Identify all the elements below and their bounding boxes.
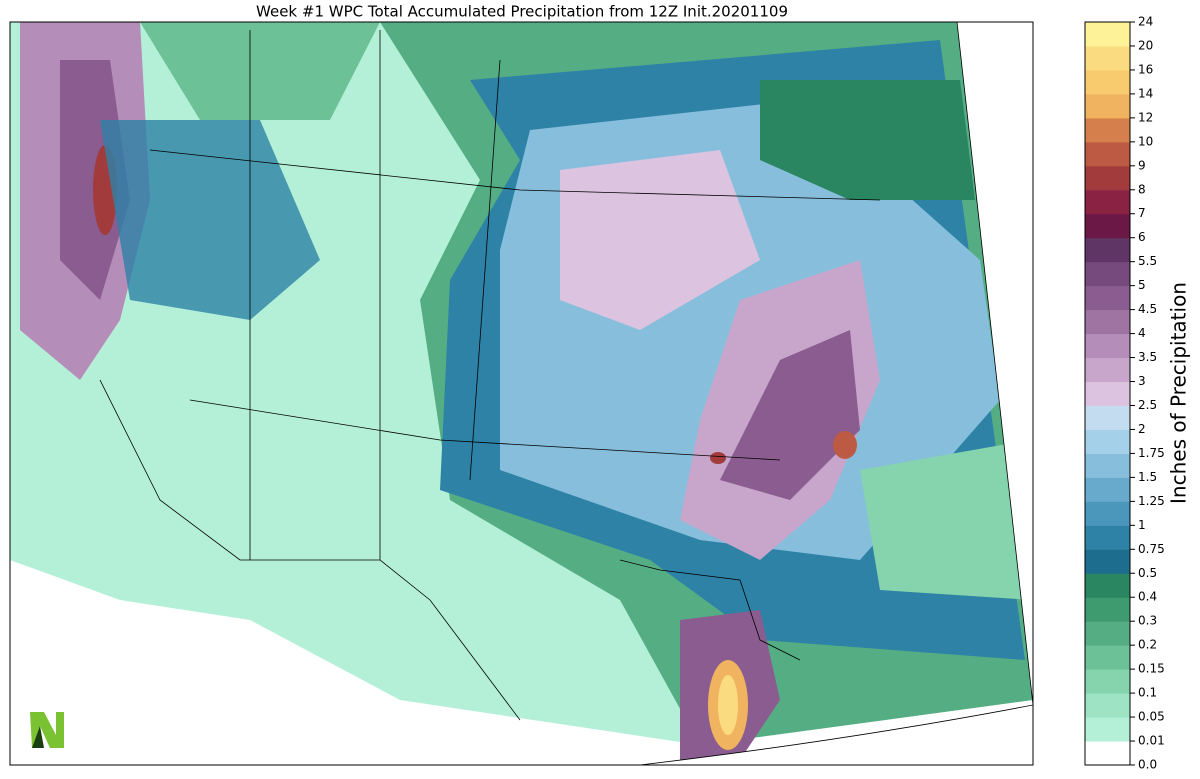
colorbar-bin [1085, 669, 1130, 694]
colorbar-tick-label: 4.5 [1138, 302, 1157, 316]
colorbar-tick-label: 3.5 [1138, 350, 1157, 364]
colorbar-bin [1085, 141, 1130, 167]
colorbar-tick-label: 9 [1138, 158, 1146, 172]
colorbar-bin [1085, 69, 1130, 95]
colorbar-tick-label: 16 [1138, 62, 1153, 76]
colorbar-bin [1085, 549, 1130, 574]
colorbar-tick-label: 4 [1138, 326, 1146, 340]
colorbar-tick-label: 0.5 [1138, 566, 1157, 580]
colorbar-tick-label: 0.3 [1138, 614, 1157, 628]
colorbar-tick-label: 10 [1138, 134, 1153, 148]
colorbar-bin [1085, 453, 1130, 478]
colorbar-bin [1085, 597, 1130, 622]
colorbar-tick-label: 0.01 [1138, 734, 1165, 748]
colorbar-tick-label: 14 [1138, 86, 1153, 100]
colorbar-bin [1085, 285, 1130, 311]
colorbar-bin [1085, 405, 1130, 430]
colorbar-bin [1085, 117, 1130, 143]
colorbar-frame [1084, 21, 1131, 766]
colorbar-bin [1085, 645, 1130, 670]
colorbar-bin [1085, 429, 1130, 454]
colorbar-tick-label: 5.5 [1138, 254, 1157, 268]
colorbar-bin [1085, 381, 1130, 406]
colorbar-tick-label: 0.4 [1138, 590, 1157, 604]
colorbar-bin [1085, 477, 1130, 502]
colorbar-bin [1085, 525, 1130, 550]
colorbar-tick-label: 7 [1138, 206, 1146, 220]
colorbar-bin [1085, 741, 1130, 766]
colorbar-bin [1085, 213, 1130, 239]
colorbar-bin [1085, 693, 1130, 718]
logo [30, 712, 64, 748]
colorbar-bin [1085, 501, 1130, 526]
colorbar-bin [1085, 357, 1130, 383]
colorbar-tick-label: 20 [1138, 38, 1153, 52]
colorbar-tick-label: 0.75 [1138, 542, 1165, 556]
colorbar-bin [1085, 237, 1130, 263]
colorbar-tick-label: 0.0 [1138, 758, 1157, 772]
colorbar: Inches of Precipitation 0.0 0.01 0.05 0.1 0.… [1084, 15, 1191, 772]
map-title: Week #1 WPC Total Accumulated Precipitat… [256, 3, 788, 21]
colorbar-tick-label: 1.25 [1138, 494, 1165, 508]
colorbar-bin [1085, 22, 1130, 47]
colorbar-tick-label: 2.5 [1138, 398, 1157, 412]
colorbar-bin [1085, 333, 1130, 359]
colorbar-bin [1085, 165, 1130, 191]
colorbar-tick-label: 6 [1138, 230, 1146, 244]
colorbar-bin [1085, 93, 1130, 119]
colorbar-bin [1085, 309, 1130, 335]
colorbar-tick-label: 24 [1138, 15, 1153, 29]
colorbar-bin [1085, 621, 1130, 646]
colorbar-tick-label: 3 [1138, 374, 1146, 388]
colorbar-tick-label: 8 [1138, 182, 1146, 196]
colorbar-tick-label: 0.1 [1138, 686, 1157, 700]
colorbar-tick-label: 5 [1138, 278, 1146, 292]
colorbar-tick-label: 0.2 [1138, 638, 1157, 652]
colorbar-bin [1085, 717, 1130, 742]
colorbar-tick-label: 1.75 [1138, 446, 1165, 460]
colorbar-bin [1085, 261, 1130, 287]
colorbar-tick-label: 1 [1138, 518, 1146, 532]
colorbar-bin [1085, 45, 1130, 71]
colorbar-tick-label: 2 [1138, 422, 1146, 436]
colorbar-bin [1085, 189, 1130, 215]
colorbar-bin [1085, 573, 1130, 598]
colorbar-tick-label: 12 [1138, 110, 1153, 124]
map [9, 21, 1034, 766]
colorbar-tick-label: 0.15 [1138, 662, 1165, 676]
colorbar-label: Inches of Precipitation [1167, 282, 1191, 504]
colorbar-tick-label: 0.05 [1138, 710, 1165, 724]
colorbar-tick-label: 1.5 [1138, 470, 1157, 484]
